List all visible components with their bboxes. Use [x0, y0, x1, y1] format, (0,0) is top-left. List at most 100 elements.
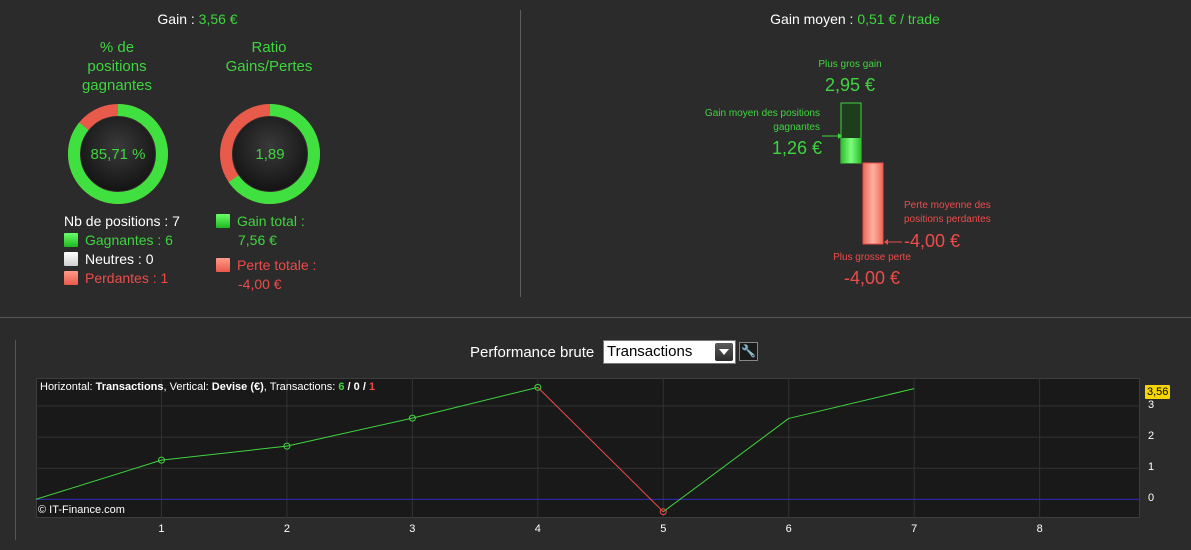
avg-gain-title: Gain moyen : 0,51 € / trade	[520, 11, 1190, 27]
win-pct-title-line: % de	[99, 39, 135, 56]
avg-gain-label: Gain moyen :	[770, 11, 858, 27]
gain-title: Gain : 3,56 €	[0, 11, 395, 27]
info-v-label: , Vertical:	[163, 381, 212, 393]
max-gain-label: Plus gros gain	[818, 59, 882, 70]
legend-losing: Perdantes : 1	[64, 269, 180, 288]
ratio-donut: 1,89	[218, 102, 322, 206]
info-neutral-count: 0	[353, 381, 360, 393]
x-tick-label: 4	[534, 523, 541, 535]
x-tick-label: 8	[1036, 523, 1043, 535]
data-point	[534, 383, 542, 391]
avg-gain-arrowhead	[838, 133, 842, 139]
avg-gain-label-line: gagnantes	[773, 122, 820, 133]
red-swatch	[64, 271, 78, 285]
series-segment	[161, 445, 287, 461]
avg-loss-label-line: positions perdantes	[904, 214, 991, 225]
avg-gain-label-line: Gain moyen des positions	[704, 108, 820, 119]
series-segment	[537, 386, 664, 513]
info-h-value: Transactions	[95, 381, 164, 393]
series-segment	[662, 418, 790, 513]
legend-loss-total: Perte totale :	[216, 256, 316, 275]
avg-loss-positions-value: -4,00 €	[904, 231, 961, 251]
winning-label: Gagnantes : 6	[85, 232, 173, 248]
x-tick-label: 2	[283, 523, 290, 535]
horizontal-divider	[0, 317, 1191, 318]
neutral-label: Neutres : 0	[85, 251, 154, 267]
avg-gain-positions-label: Gain moyen des positions gagnantes	[660, 107, 820, 135]
avg-loss-positions-label: Perte moyenne des positions perdantes	[904, 199, 1034, 227]
gain-label: Gain :	[157, 11, 199, 27]
donut-center	[233, 117, 307, 191]
bottom-left-divider	[15, 340, 16, 540]
gain-value: 3,56 €	[198, 11, 238, 27]
vertical-divider	[520, 10, 521, 297]
win-pct-value: 85,71 %	[90, 145, 146, 163]
chart-info: Horizontal: Transactions, Vertical: Devi…	[40, 381, 375, 393]
info-separator: /	[359, 381, 369, 393]
data-point	[157, 456, 165, 464]
copyright: © IT-Finance.com	[38, 504, 125, 516]
x-tick-label: 6	[785, 523, 792, 535]
avg-loss-label-line: Perte moyenne des	[904, 200, 991, 211]
x-axis-select[interactable]: Transactions	[603, 340, 736, 364]
white-swatch	[64, 252, 78, 266]
data-point	[283, 442, 291, 450]
data-point	[659, 508, 667, 516]
info-separator: /	[344, 381, 354, 393]
win-pct-title: % de positions gagnantes	[62, 38, 172, 95]
x-tick-label: 1	[158, 523, 165, 535]
max-loss-label: Plus grosse perte	[833, 252, 911, 263]
nb-positions: Nb de positions : 7	[64, 213, 180, 229]
red-swatch	[216, 258, 230, 272]
ratio-title: Ratio Gains/Pertes	[214, 38, 324, 76]
donut-win-arc	[68, 104, 168, 204]
donut-gain-arc	[220, 104, 320, 204]
legend-neutral: Neutres : 0	[64, 250, 180, 269]
performance-chart	[36, 378, 1140, 518]
performance-title: Performance brute	[470, 344, 595, 361]
info-v-value: Devise (€)	[211, 381, 264, 393]
y-tick-label: 0	[1148, 492, 1155, 505]
green-swatch	[64, 233, 78, 247]
totals-legend: Gain total : 7,56 € Perte totale : -4,00…	[216, 212, 316, 294]
x-tick-label: 3	[409, 523, 416, 535]
series-segment	[412, 386, 538, 419]
avg-gain-bar	[841, 138, 861, 163]
donut-center	[81, 117, 155, 191]
series-segment	[788, 388, 915, 419]
legend-winning: Gagnantes : 6	[64, 231, 180, 250]
performance-chart-svg	[36, 378, 1140, 518]
info-loss-count: 1	[368, 381, 376, 393]
wrench-icon[interactable]: 🔧	[739, 342, 758, 361]
ratio-value: 1,89	[255, 145, 285, 163]
loss-total-value: -4,00 €	[238, 276, 282, 292]
gain-total-value: 7,56 €	[238, 232, 277, 248]
positions-legend: Nb de positions : 7 Gagnantes : 6 Neutre…	[64, 212, 180, 288]
green-swatch	[216, 214, 230, 228]
loss-total-label: Perte totale :	[237, 257, 317, 273]
win-pct-title-line: gagnantes	[81, 77, 153, 94]
y-tick-label: 2	[1148, 430, 1155, 443]
ratio-donut-svg	[220, 104, 320, 204]
gain-loss-bars	[822, 102, 902, 245]
x-axis-select-value: Transactions	[607, 343, 693, 360]
win-pct-donut-svg	[68, 104, 168, 204]
series-segment	[36, 459, 162, 500]
max-gain-value: 2,95 €	[824, 75, 876, 95]
avg-gain-value: 0,51 € / trade	[857, 11, 940, 27]
y-tick-label: 3	[1148, 399, 1155, 411]
avg-loss-arrowhead	[884, 239, 888, 245]
chevron-down-icon[interactable]	[715, 343, 733, 361]
data-point	[408, 414, 416, 422]
x-tick-label: 7	[911, 523, 918, 535]
info-h-label: Horizontal:	[40, 381, 96, 393]
info-win-count: 6	[338, 381, 345, 393]
legend-gain-total: Gain total :	[216, 212, 316, 231]
info-t-label: , Transactions:	[263, 381, 339, 393]
losing-label: Perdantes : 1	[85, 270, 169, 286]
current-value-badge: 3,56	[1145, 385, 1171, 399]
ratio-title-line: Gains/Pertes	[225, 58, 313, 75]
win-pct-donut: 85,71 %	[66, 102, 170, 206]
loss-bar	[862, 162, 884, 245]
win-pct-title-line: positions	[87, 58, 147, 75]
